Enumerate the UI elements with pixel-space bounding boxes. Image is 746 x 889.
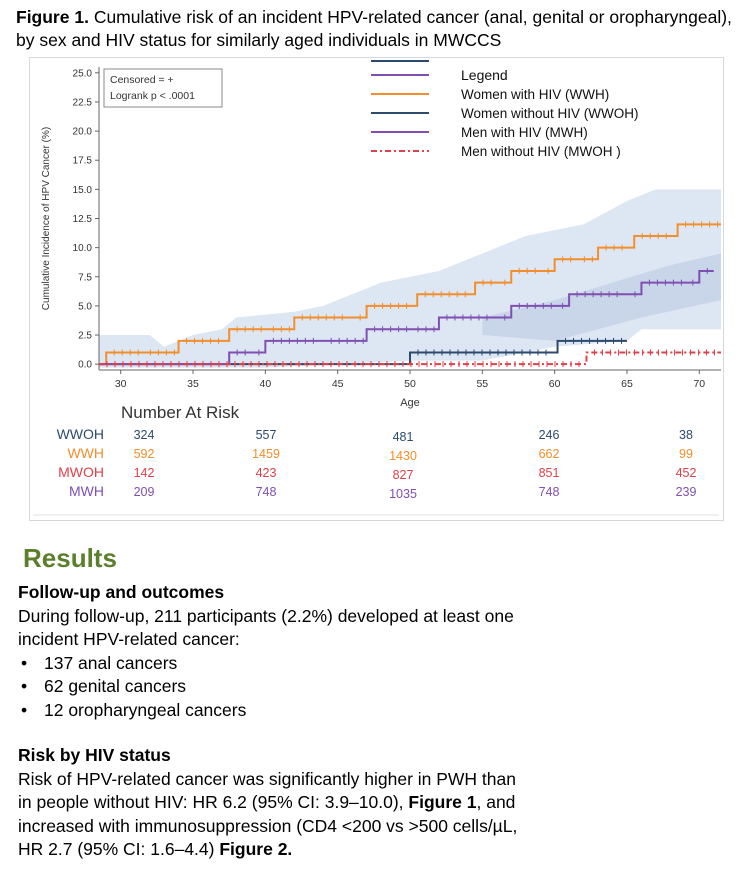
risk-row-label: MWOH [58, 464, 104, 480]
x-axis-label: Age [400, 397, 420, 409]
cancer-list: 137 anal cancers 62 genital cancers 12 o… [18, 652, 538, 723]
x-tick-label: 50 [404, 378, 416, 390]
figure-1-ref[interactable]: Figure 1 [408, 792, 477, 812]
risk-cell: 423 [256, 466, 277, 480]
risk-text-part: Risk of HPV-related cancer was significa… [18, 768, 516, 813]
risk-cell: 209 [134, 485, 155, 499]
risk-heading: Risk by HIV status [18, 745, 171, 765]
risk-row-label: WWH [67, 445, 104, 461]
y-tick-label: 2.5 [78, 331, 92, 342]
x-tick-label: 55 [476, 378, 488, 390]
x-tick-label: 40 [260, 378, 272, 390]
y-tick-label: 0.0 [78, 360, 92, 371]
risk-cell: 99 [679, 447, 693, 461]
risk-row-label: MWH [69, 483, 104, 499]
y-tick-label: 12.5 [73, 214, 93, 225]
risk-cell: 481 [393, 430, 414, 444]
x-tick-label: 35 [187, 378, 199, 390]
km-chart: 0.0 2.5 5.0 7.5 10.0 12.5 15.0 17.5 20.0 22.5 25.0… [33, 60, 721, 516]
list-item: 137 anal cancers [18, 652, 538, 676]
risk-text: Risk of HPV-related cancer was significa… [18, 768, 518, 862]
series-line [99, 269, 714, 366]
followup-text: During follow-up, 211 participants (2.2%… [18, 605, 514, 650]
risk-cell: 246 [539, 428, 560, 442]
risk-cell: 452 [676, 466, 697, 480]
stats-box [103, 68, 223, 108]
risk-cell: 1035 [389, 487, 417, 501]
risk-cell: 748 [539, 485, 560, 499]
list-item: 62 genital cancers [18, 675, 538, 699]
risk-cell: 851 [539, 466, 560, 480]
y-tick-label: 15.0 [73, 185, 93, 196]
followup-section: Follow-up and outcomes During follow-up,… [18, 581, 538, 722]
x-tick-label: 60 [549, 378, 561, 390]
number-at-risk-title: Number At Risk [121, 403, 240, 422]
followup-heading: Follow-up and outcomes [18, 582, 225, 602]
legend-entry: Women with HIV (WWH) [461, 87, 609, 102]
series-line [99, 223, 721, 366]
y-tick-label: 10.0 [73, 243, 93, 254]
y-tick-label: 20.0 [73, 127, 93, 138]
y-tick-label: 17.5 [73, 156, 93, 167]
risk-cell: 324 [134, 428, 155, 442]
y-axis-label: Cumulative Incidence of HPV Cancer (%) [41, 127, 52, 310]
y-tick-label: 22.5 [73, 97, 93, 108]
x-tick-label: 45 [332, 378, 344, 390]
risk-cell: 662 [539, 447, 560, 461]
risk-row-label: WWOH [57, 426, 104, 442]
risk-cell: 38 [679, 428, 693, 442]
stats-censored-label: Censored = + [110, 74, 174, 86]
x-tick-label: 65 [621, 378, 633, 390]
risk-cell: 1430 [389, 449, 417, 463]
figure-label: Figure 1. [16, 7, 89, 27]
y-tick-label: 7.5 [78, 272, 92, 283]
x-tick-label: 70 [693, 378, 705, 390]
figure-caption-text: Cumulative risk of an incident HPV-relat… [16, 7, 732, 50]
risk-cell: 557 [256, 428, 277, 442]
legend-entry: Men with HIV (MWH) [461, 125, 588, 140]
legend-title: Legend [461, 67, 508, 83]
list-item: 12 oropharyngeal cancers [18, 699, 538, 723]
figure-caption: Figure 1. Cumulative risk of an incident… [16, 6, 741, 52]
legend-entry: Women without HIV (WWOH) [461, 106, 639, 121]
legend-entry: Men without HIV (MWOH ) [461, 144, 621, 159]
risk-text-part: , and increased with immunosuppression (… [18, 792, 518, 859]
x-tick-label: 30 [115, 378, 127, 390]
risk-cell: 592 [134, 447, 155, 461]
risk-section: Risk by HIV status Risk of HPV-related c… [18, 744, 518, 862]
figure-2-ref[interactable]: Figure 2. [219, 839, 293, 859]
risk-cell: 142 [134, 466, 155, 480]
series-line [99, 351, 721, 366]
confidence-band [482, 253, 721, 341]
y-tick-label: 25.0 [73, 68, 93, 79]
risk-cell: 239 [676, 485, 697, 499]
results-heading: Results [23, 543, 117, 573]
stats-logrank-label: Logrank p < .0001 [110, 90, 195, 102]
risk-cell: 827 [393, 468, 414, 482]
y-tick-label: 5.0 [78, 301, 92, 312]
risk-cell: 1459 [252, 447, 280, 461]
risk-cell: 748 [256, 485, 277, 499]
